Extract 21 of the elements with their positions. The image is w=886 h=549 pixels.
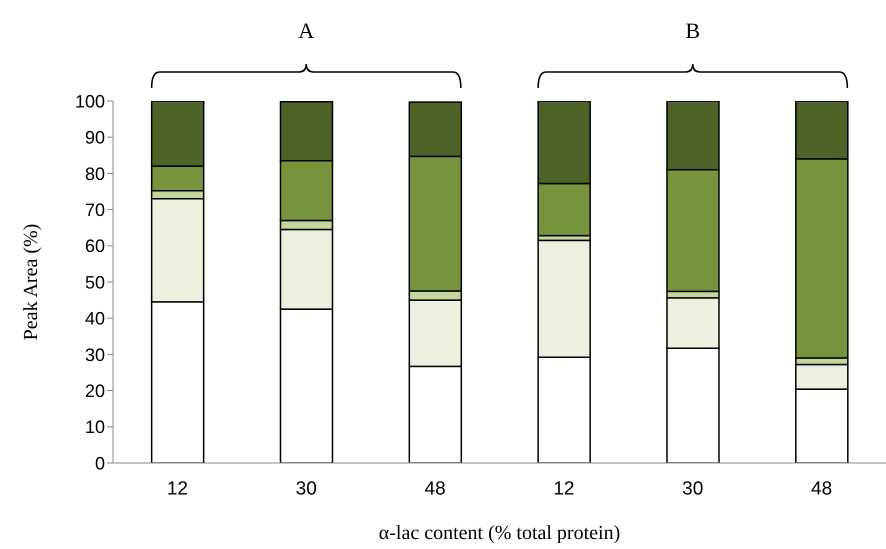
x-tick-label: 30 [682,478,704,500]
text: B [685,18,700,43]
y-axis-title: Peak Area (%) [20,224,42,340]
y-tick-label: 10 [84,417,105,438]
y-tick-label: 30 [84,344,105,365]
y-tick-label: 70 [84,200,105,220]
y-tick-label: 80 [84,164,105,184]
x-tick-label: 48 [811,478,832,500]
x-tick-label: 12 [166,478,188,500]
y-tick-label: 50 [84,272,105,292]
x-tick-label: 12 [553,478,574,500]
y-tick-label: 90 [84,128,105,148]
y-tick-label: 40 [84,308,105,329]
y-tick-label: 20 [84,380,105,401]
y-tick-label: 100 [74,91,105,112]
y-tick-label: 60 [84,236,105,256]
x-tick-label: 30 [296,478,317,500]
x-tick-label: 48 [424,478,446,500]
x-axis-title: α-lac content (% total protein) [378,522,620,544]
y-tick-label: 0 [94,453,105,474]
text: A [298,18,314,43]
